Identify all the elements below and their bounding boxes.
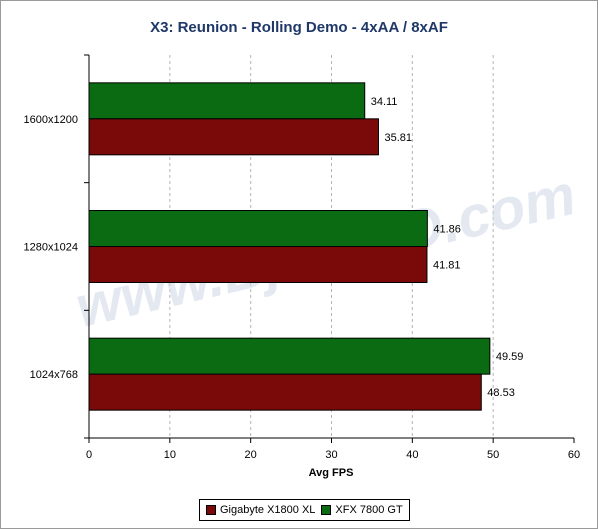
bar: [88, 337, 491, 375]
x-axis-label: Avg FPS: [309, 467, 354, 479]
bar: [88, 82, 366, 120]
y-category-label: 1600x1200: [24, 114, 78, 126]
bar: [88, 210, 428, 247]
x-tick-label: 10: [164, 449, 176, 461]
data-labels: 34.11 35.81 41.86 41.81 49.59 48.53: [371, 96, 524, 399]
legend: Gigabyte X1800 XL XFX 7800 GT: [199, 499, 410, 521]
x-tick-label: 30: [325, 449, 337, 461]
bar: [88, 373, 482, 411]
data-label: 34.11: [371, 96, 398, 108]
y-category-label: 1280x1024: [24, 242, 78, 254]
bar: [88, 118, 379, 156]
legend-swatch: [321, 505, 332, 515]
legend-label: XFX 7800 GT: [335, 504, 403, 516]
x-tick-label: 20: [245, 449, 257, 461]
x-tick-label: 60: [568, 449, 580, 461]
data-label: 49.59: [496, 351, 524, 363]
legend-swatch: [206, 505, 216, 515]
legend-item: XFX 7800 GT: [321, 504, 403, 516]
data-label: 41.86: [433, 224, 461, 236]
bars: [88, 82, 491, 411]
legend-item: Gigabyte X1800 XL: [206, 504, 315, 516]
x-tick-label: 40: [406, 449, 418, 461]
data-label: 41.81: [433, 260, 461, 272]
y-category-label: 1024x768: [30, 369, 78, 381]
axes: [84, 54, 575, 443]
x-tick-labels: 0 10 20 30 40 50 60: [86, 449, 580, 461]
data-label: 48.53: [487, 387, 515, 399]
legend-label: Gigabyte X1800 XL: [220, 504, 316, 516]
x-tick-label: 50: [487, 449, 499, 461]
x-tick-label: 0: [86, 449, 92, 461]
y-category-labels: 1600x1200 1280x1024 1024x768: [24, 114, 78, 381]
chart-title: X3: Reunion - Rolling Demo - 4xAA / 8xAF: [150, 19, 448, 36]
data-label: 35.81: [384, 132, 412, 144]
bar: [88, 246, 428, 283]
